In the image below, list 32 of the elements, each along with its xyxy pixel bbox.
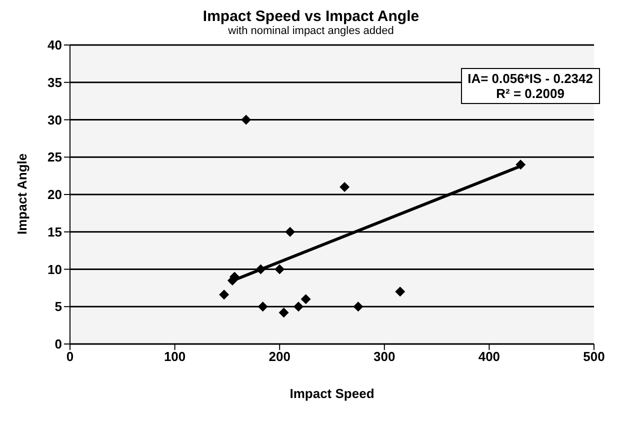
- y-tick-label: 40: [48, 38, 62, 53]
- y-axis-title: Impact Angle: [14, 153, 30, 234]
- point: [219, 290, 230, 300]
- x-tick-label: 400: [478, 349, 500, 364]
- point: [241, 114, 252, 125]
- x-tick-label: 300: [374, 349, 396, 364]
- point: [300, 294, 311, 304]
- y-tick-label: 15: [48, 224, 62, 240]
- x-tick-label: 100: [164, 349, 186, 364]
- chart-subtitle: with nominal impact angles added: [227, 25, 395, 37]
- point: [293, 302, 304, 312]
- point: [285, 226, 296, 237]
- annotation: R² = 0.2009: [495, 86, 566, 101]
- x-tick-label: 0: [66, 349, 74, 364]
- y-tick-label: 20: [48, 187, 62, 202]
- y-tick-label: 0: [54, 336, 62, 352]
- y-tick-label: 25: [48, 150, 62, 165]
- point: [278, 308, 289, 318]
- point: [395, 286, 406, 297]
- x-tick-label: 200: [268, 349, 290, 364]
- point: [258, 302, 268, 312]
- point: [274, 264, 285, 274]
- y-tick-label: 5: [54, 299, 62, 314]
- annotation: IA= 0.056*IS - 0.2342: [468, 71, 593, 86]
- point: [353, 302, 364, 312]
- y-tick-label: 30: [48, 112, 62, 128]
- y-tick-label: 35: [48, 74, 62, 90]
- x-tick-label: 500: [583, 349, 605, 364]
- chart-title: Impact Speed vs Impact Angle: [202, 8, 420, 25]
- x-axis-title: Impact Speed: [290, 386, 374, 401]
- point: [340, 182, 350, 192]
- y-tick-label: 10: [48, 262, 62, 277]
